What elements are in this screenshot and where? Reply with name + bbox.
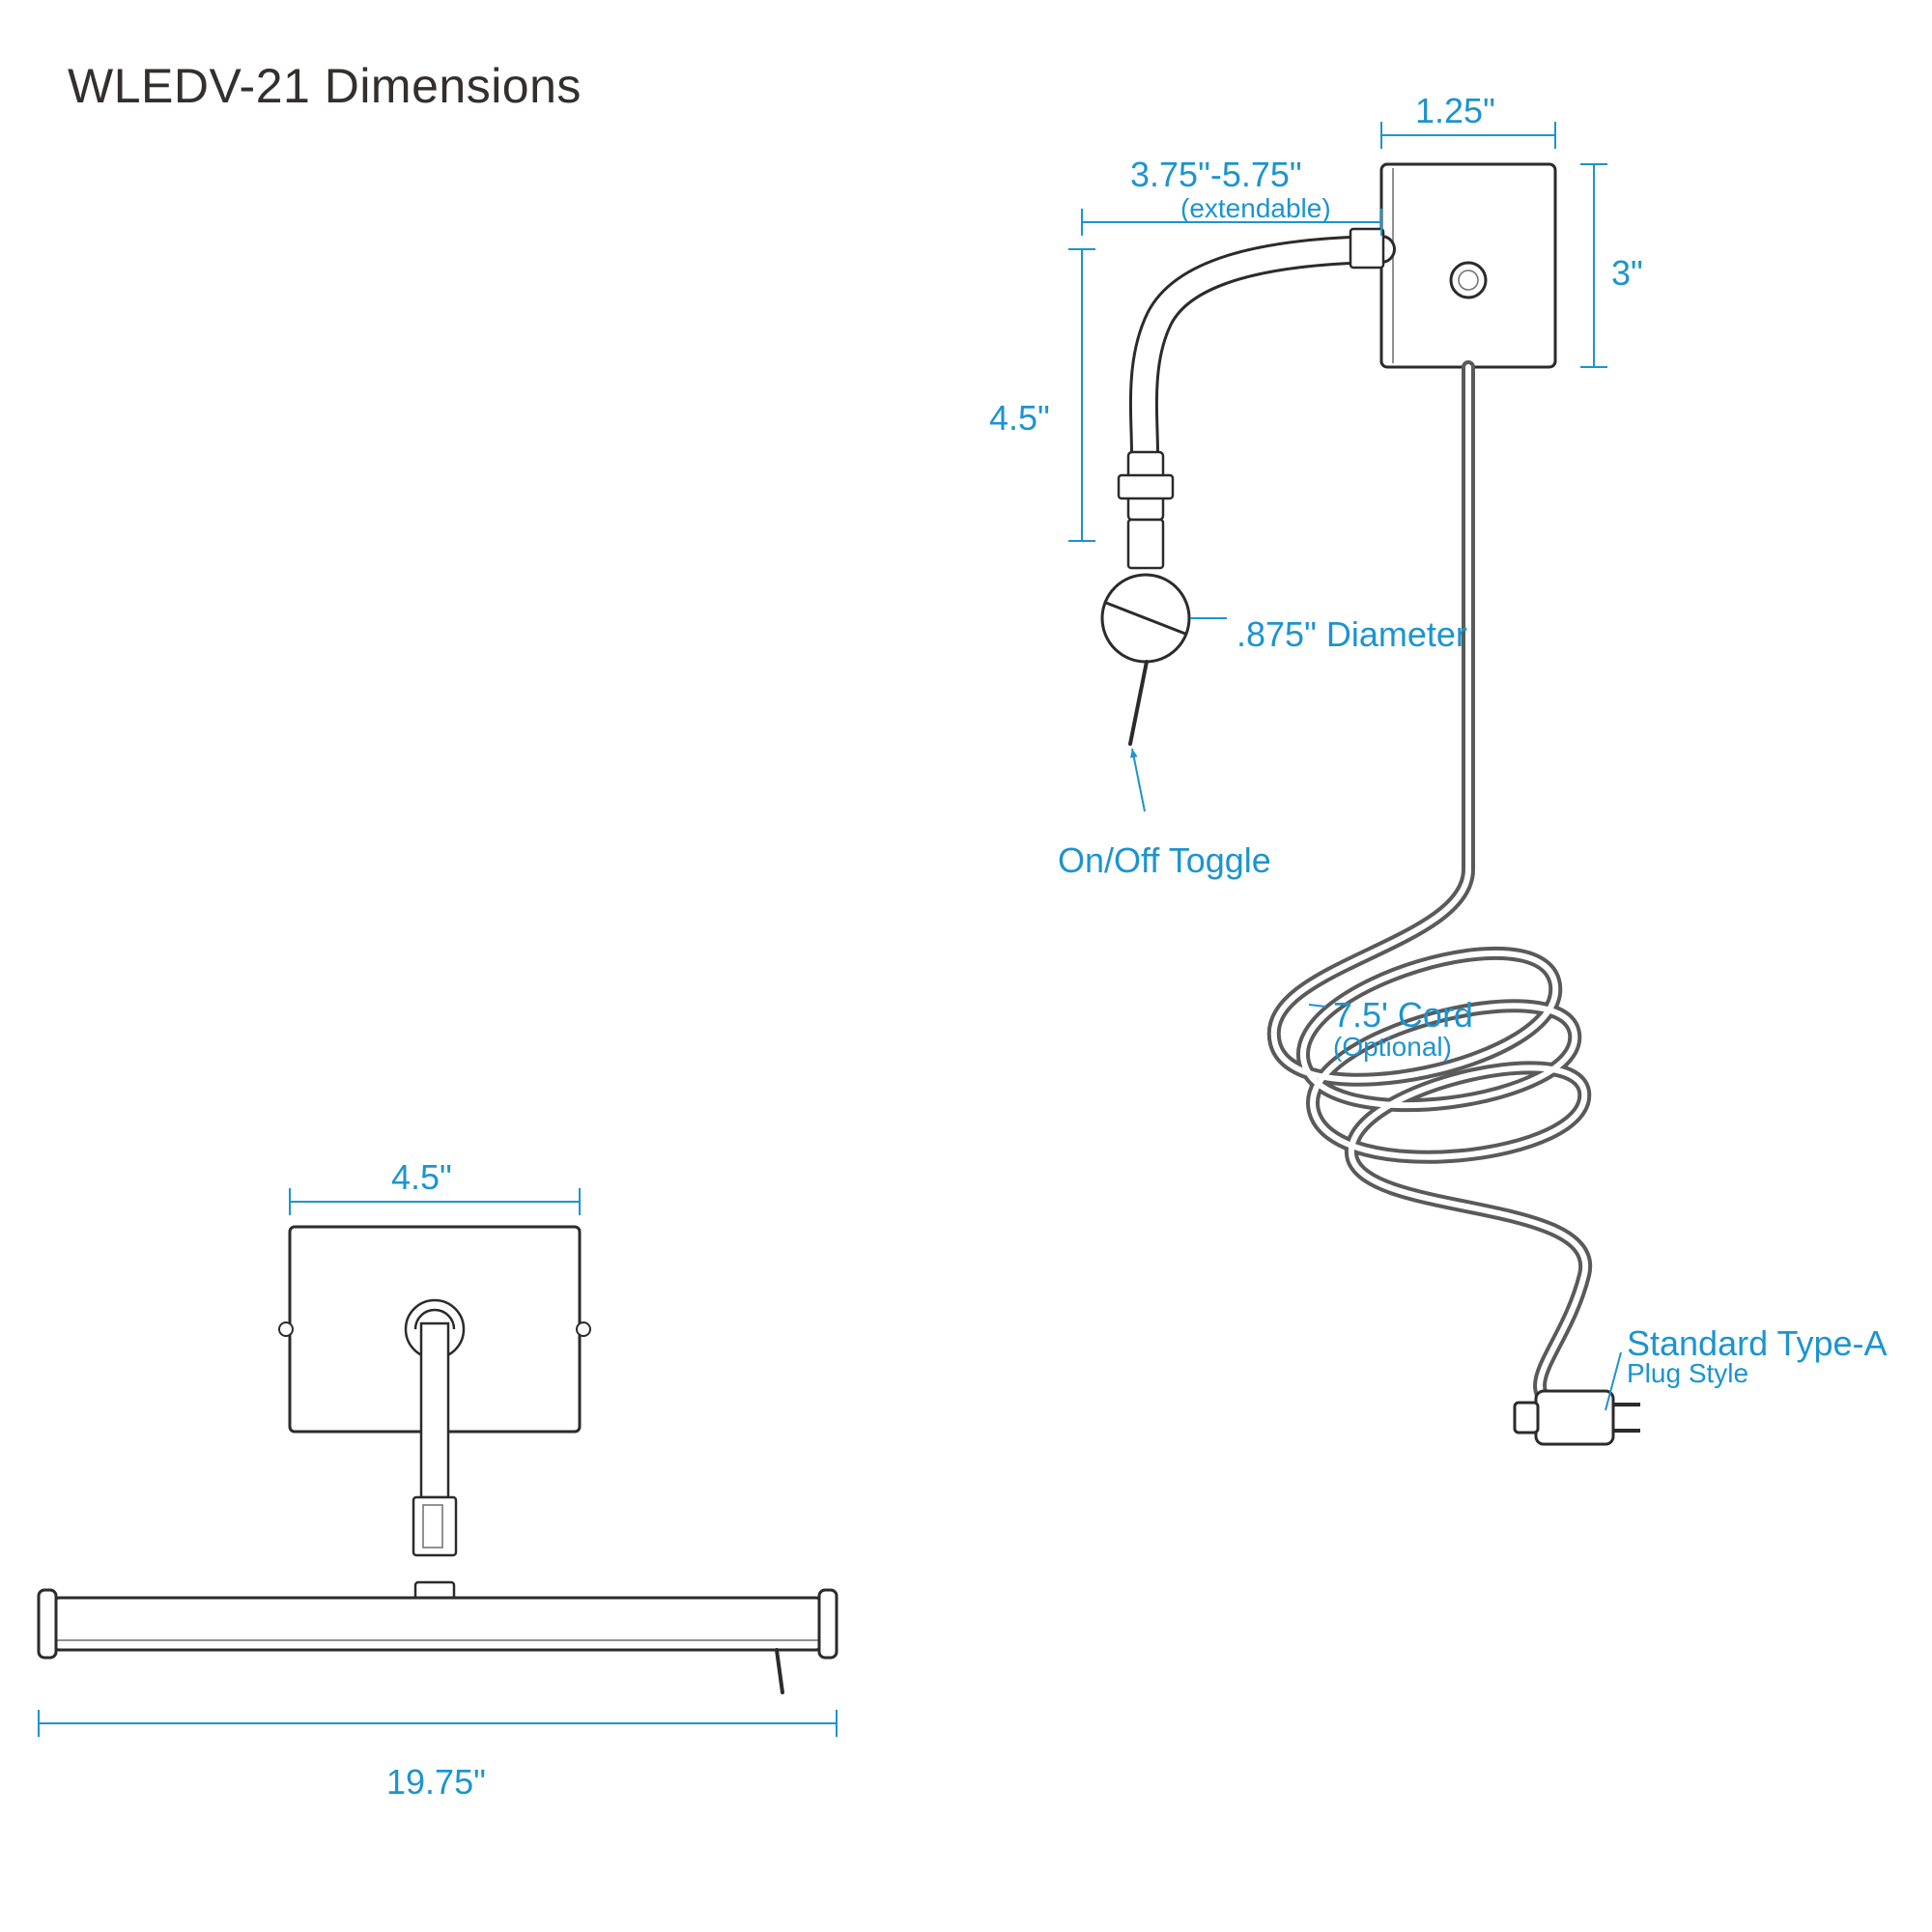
power-cord bbox=[1274, 367, 1585, 1410]
dimension-front_box_w: 4.5" bbox=[391, 1157, 452, 1198]
dimension-toggle_label: On/Off Toggle bbox=[1058, 840, 1271, 881]
dimension-cord_len-sub: (Optional) bbox=[1333, 1032, 1452, 1063]
front-toggle bbox=[777, 1650, 782, 1692]
plug-icon bbox=[1515, 1391, 1640, 1444]
dimension-bar_len: 19.75" bbox=[386, 1762, 486, 1803]
dimension-arm_drop: 4.5" bbox=[989, 398, 1050, 439]
side-mount-box bbox=[1381, 164, 1555, 367]
front-light-bar bbox=[39, 1598, 837, 1650]
front-arm bbox=[421, 1323, 448, 1497]
side-toggle bbox=[1130, 662, 1147, 744]
dimension-top_width: 1.25" bbox=[1415, 91, 1495, 131]
dimension-box_height: 3" bbox=[1611, 253, 1643, 294]
side-screw-icon bbox=[1451, 263, 1486, 298]
dimension-plug_label-sub: Plug Style bbox=[1627, 1358, 1748, 1389]
dimension-ball_dia: .875" Diameter bbox=[1236, 614, 1467, 655]
dimension-arm_extend-sub: (extendable) bbox=[1180, 193, 1331, 224]
dimension-arm_extend: 3.75"-5.75" bbox=[1130, 155, 1302, 195]
dimension-cord_len: 7.5' Cord bbox=[1333, 995, 1473, 1036]
